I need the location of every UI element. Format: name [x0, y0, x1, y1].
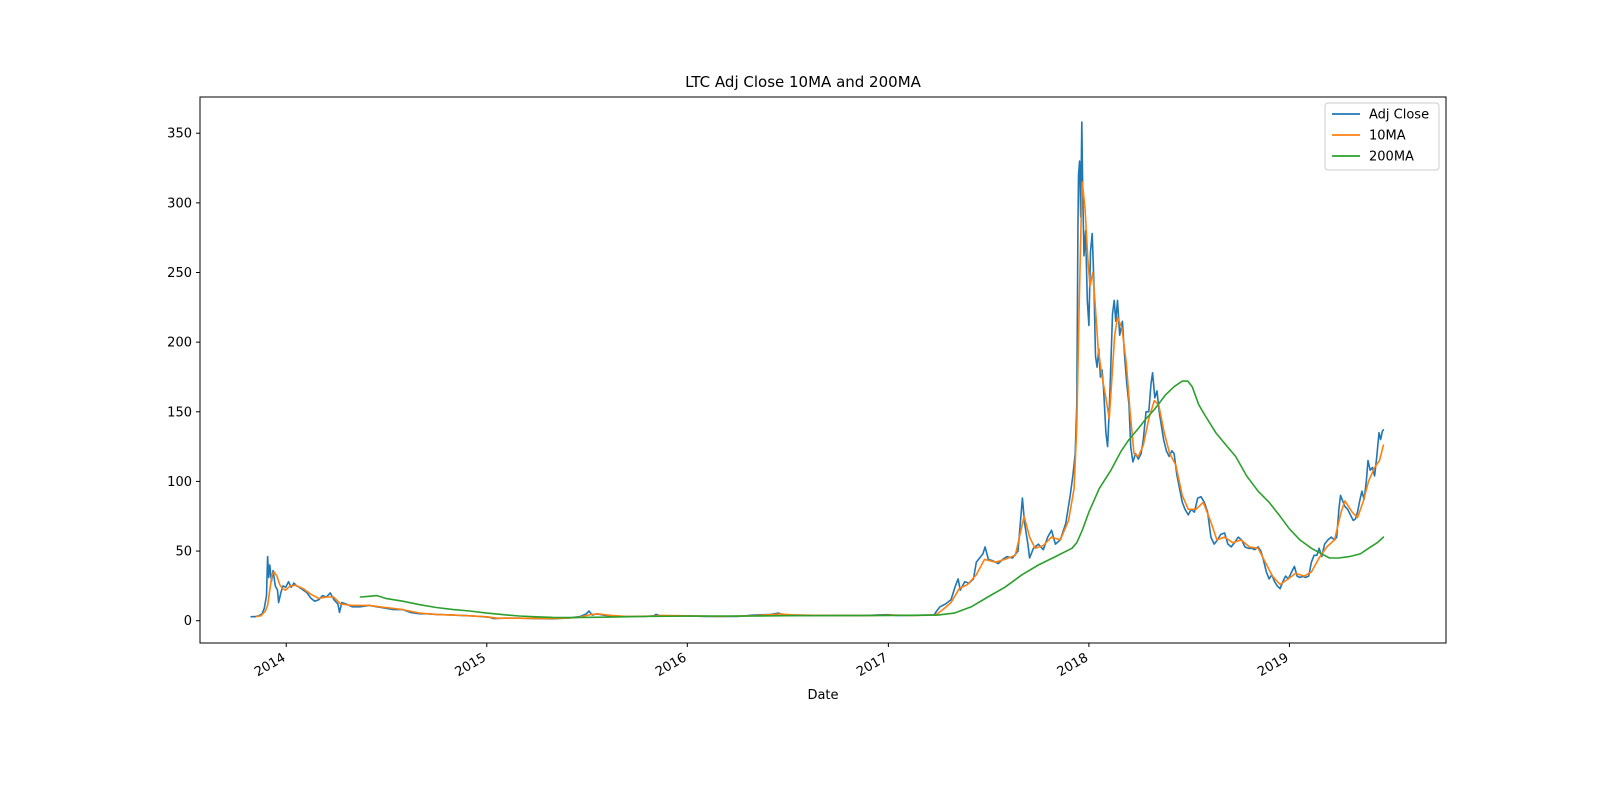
series-line-0 — [250, 121, 1385, 620]
y-tick-label-7: 350 — [167, 127, 192, 142]
plot-area — [199, 96, 1447, 644]
x-axis: 2014 2015 2016 2017 2018 2019 — [252, 643, 1291, 680]
series-layer — [250, 121, 1385, 620]
plot-frame — [199, 96, 1447, 644]
y-axis: 0 50 100 150 200 250 300 350 — [167, 127, 200, 629]
y-tick-label-3: 150 — [167, 405, 192, 420]
x-tick-label-4: 2018 — [1055, 650, 1091, 680]
legend-label-0: Adj Close — [1369, 108, 1429, 123]
x-tick-label-2: 2016 — [653, 650, 689, 680]
series-line-2 — [359, 380, 1385, 619]
legend-box — [1324, 102, 1440, 171]
y-tick-label-4: 200 — [167, 336, 192, 351]
x-tick-label-1: 2015 — [453, 650, 489, 680]
y-tick-label-6: 300 — [167, 196, 192, 211]
y-tick-label-0: 0 — [184, 614, 192, 629]
series-line-1 — [255, 181, 1385, 620]
legend-label-2: 200MA — [1369, 150, 1414, 165]
x-axis-label: Date — [807, 688, 838, 703]
y-tick-label-5: 250 — [167, 266, 192, 281]
y-tick-label-1: 50 — [175, 545, 192, 560]
x-tick-label-0: 2014 — [252, 650, 288, 680]
y-tick-label-2: 100 — [167, 475, 192, 490]
x-tick-label-3: 2017 — [854, 650, 890, 680]
chart-title: LTC Adj Close 10MA and 200MA — [685, 73, 922, 91]
x-tick-label-5: 2019 — [1255, 650, 1291, 680]
legend-label-1: 10MA — [1369, 129, 1406, 144]
legend: Adj Close 10MA 200MA — [1324, 102, 1440, 171]
